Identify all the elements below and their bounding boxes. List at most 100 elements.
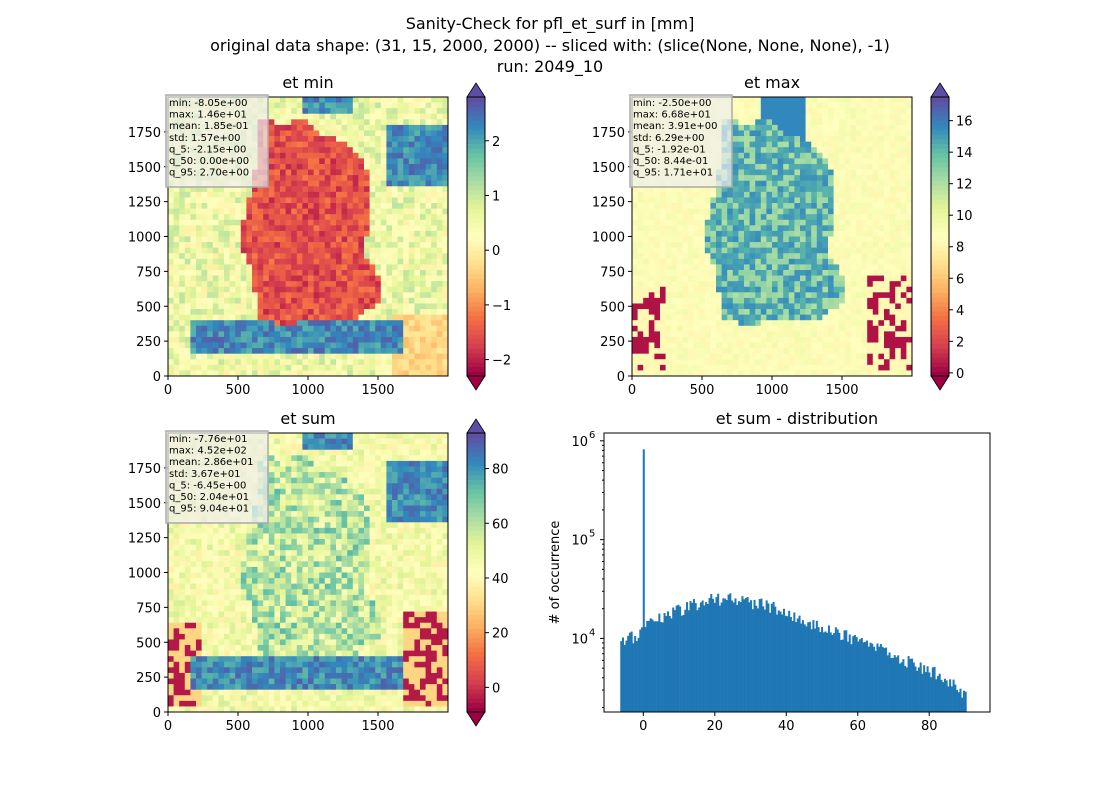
heatmap-cell xyxy=(816,331,823,338)
heatmap-cell xyxy=(654,242,661,249)
heatmap-cell xyxy=(296,197,303,204)
heatmap-cell xyxy=(280,286,286,293)
heatmap-cell xyxy=(240,281,247,288)
heatmap-cell xyxy=(375,197,382,204)
heatmap-cell xyxy=(235,370,242,377)
heatmap-cell xyxy=(805,124,812,131)
heatmap-cell xyxy=(772,275,778,282)
heatmap-cell xyxy=(693,269,700,276)
colorbar-segment xyxy=(467,134,485,140)
heatmap-cell xyxy=(302,208,309,215)
heatmap-cell xyxy=(800,297,806,304)
heatmap-cell xyxy=(822,124,829,131)
heatmap-cell xyxy=(425,136,432,143)
heatmap-cell xyxy=(721,359,728,366)
heatmap-cell xyxy=(403,353,410,360)
heatmap-cell xyxy=(788,152,795,159)
heatmap-cell xyxy=(805,269,812,276)
heatmap-cell xyxy=(431,158,438,165)
heatmap-cell xyxy=(336,286,342,293)
heatmap-cell xyxy=(872,158,879,165)
heatmap-cell xyxy=(268,342,275,349)
heatmap-cell xyxy=(425,264,432,271)
heatmap-cell xyxy=(643,303,650,310)
heatmap-cell xyxy=(872,292,879,299)
heatmap-cell xyxy=(408,108,415,115)
heatmap-cell xyxy=(302,309,309,316)
heatmap-cell xyxy=(732,331,739,338)
heatmap-cell xyxy=(688,342,694,349)
heatmap-cell xyxy=(889,359,896,366)
heatmap-cell xyxy=(794,169,801,176)
heatmap-cell xyxy=(184,314,191,321)
heatmap-cell xyxy=(442,303,449,310)
heatmap-cell xyxy=(872,303,879,310)
colorbar-segment xyxy=(467,203,485,210)
heatmap-cell xyxy=(805,314,812,321)
heatmap-cell xyxy=(414,130,421,137)
heatmap-cell xyxy=(884,158,890,165)
heatmap-cell xyxy=(721,191,728,198)
heatmap-cell xyxy=(676,348,683,355)
heatmap-cell xyxy=(794,242,801,249)
heatmap-cell xyxy=(660,348,666,355)
heatmap-cell xyxy=(352,225,359,232)
heatmap-cell xyxy=(704,191,711,198)
heatmap-cell xyxy=(777,353,784,360)
heatmap-cell xyxy=(654,342,661,349)
heatmap-cell xyxy=(744,336,750,343)
heatmap-cell xyxy=(872,353,879,360)
heatmap-cell xyxy=(738,225,745,232)
heatmap-cell xyxy=(308,364,314,371)
heatmap-cell xyxy=(839,208,846,215)
heatmap-cell xyxy=(665,353,672,360)
heatmap-cell xyxy=(420,214,426,221)
heatmap-cell xyxy=(364,141,370,148)
heatmap-cell xyxy=(861,242,868,249)
heatmap-cell xyxy=(688,359,694,366)
heatmap-cell xyxy=(867,247,874,254)
heatmap-cell xyxy=(291,225,298,232)
heatmap-cell xyxy=(218,225,225,232)
heatmap-cell xyxy=(788,242,795,249)
heatmap-cell xyxy=(218,219,225,226)
heatmap-cell xyxy=(257,370,264,377)
heatmap-cell xyxy=(397,348,404,355)
heatmap-cell xyxy=(336,348,342,355)
heatmap-cell xyxy=(168,281,174,288)
heatmap-cell xyxy=(688,336,694,343)
heatmap-cell xyxy=(811,331,818,338)
heatmap-cell xyxy=(794,124,801,131)
heatmap-cell xyxy=(856,320,862,327)
heatmap-cell xyxy=(285,186,292,193)
heatmap-cell xyxy=(884,97,890,103)
heatmap-cell xyxy=(386,320,393,327)
heatmap-cell xyxy=(336,258,342,265)
heatmap-cell xyxy=(844,320,851,327)
heatmap-cell xyxy=(218,297,225,304)
heatmap-cell xyxy=(431,258,438,265)
heatmap-cell xyxy=(246,364,253,371)
colorbar-segment xyxy=(467,101,485,107)
heatmap-cell xyxy=(643,342,650,349)
heatmap-cell xyxy=(794,108,801,115)
heatmap-cell xyxy=(693,359,700,366)
heatmap-cell xyxy=(392,214,398,221)
heatmap-cell xyxy=(850,359,857,366)
heatmap-cell xyxy=(788,102,795,109)
heatmap-cell xyxy=(732,353,739,360)
heatmap-cell xyxy=(800,242,806,249)
heatmap-cell xyxy=(704,236,711,243)
heatmap-cell xyxy=(744,214,750,221)
heatmap-cell xyxy=(257,269,264,276)
heatmap-cell xyxy=(850,303,857,310)
heatmap-cell xyxy=(252,247,258,254)
heatmap-cell xyxy=(431,281,438,288)
heatmap-cell xyxy=(358,113,365,120)
heatmap-cell xyxy=(324,203,331,209)
heatmap-cell xyxy=(688,236,694,243)
heatmap-cell xyxy=(772,309,778,316)
heatmap-cell xyxy=(201,214,208,221)
heatmap-cell xyxy=(336,314,342,321)
heatmap-cell xyxy=(347,331,354,338)
